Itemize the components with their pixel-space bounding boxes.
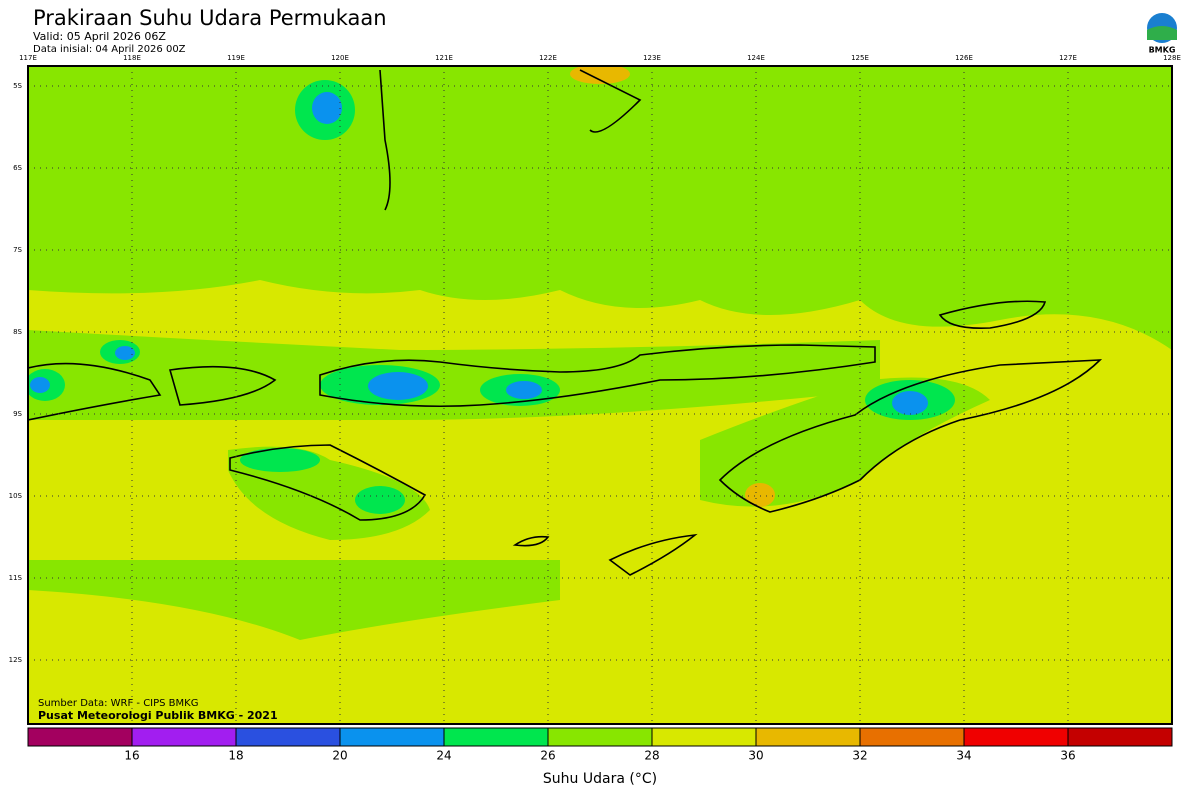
map-field xyxy=(28,66,1172,724)
colorbar-tick-label: 26 xyxy=(540,749,555,763)
colorbar-segment xyxy=(547,727,653,747)
lon-label: 117E xyxy=(19,54,37,62)
lon-label: 119E xyxy=(227,54,245,62)
colorbar-tick-label: 16 xyxy=(124,749,139,763)
graticule: 117E 118E 119E 120E 121E 122E 123E 124E 125E 126E… xyxy=(9,54,1181,724)
colorbar-segment xyxy=(755,727,861,747)
colorbar-segment xyxy=(963,727,1069,747)
logo: BMKG xyxy=(1147,13,1177,55)
colorbar-segment xyxy=(859,727,965,747)
colorbar-segment xyxy=(1067,727,1173,747)
colorbar-segment xyxy=(235,727,341,747)
lon-label: 120E xyxy=(331,54,349,62)
colorbar-tick-label: 24 xyxy=(436,749,451,763)
init-time: Data inisial: 04 April 2026 00Z xyxy=(33,44,186,55)
lon-label: 126E xyxy=(955,54,973,62)
credit: Pusat Meteorologi Publik BMKG - 2021 xyxy=(38,709,278,722)
lat-label: 6S xyxy=(13,164,22,172)
colorbar-segment xyxy=(131,727,237,747)
colorbar-segment xyxy=(339,727,445,747)
lat-label: 12S xyxy=(9,656,23,664)
lat-label: 10S xyxy=(9,492,23,500)
colorbar-label: Suhu Udara (°C) xyxy=(543,771,657,787)
lat-label: 11S xyxy=(9,574,23,582)
colorbar-tick-label: 28 xyxy=(644,749,659,763)
colorbar-segment xyxy=(443,727,549,747)
lon-label: 123E xyxy=(643,54,661,62)
logo-text: BMKG xyxy=(1149,46,1176,55)
source: Sumber Data: WRF - CIPS BMKG xyxy=(38,698,198,709)
colorbar: 16 18 20 24 26 28 30 32 34 36 xyxy=(27,727,1173,763)
colorbar-tick-label: 30 xyxy=(748,749,763,763)
lon-label: 128E xyxy=(1163,54,1181,62)
lat-label: 5S xyxy=(13,82,22,90)
lat-label: 7S xyxy=(13,246,22,254)
lon-label: 121E xyxy=(435,54,453,62)
colorbar-tick-label: 32 xyxy=(852,749,867,763)
lat-label: 8S xyxy=(13,328,22,336)
colorbar-segment xyxy=(651,727,757,747)
map-frame xyxy=(27,65,1173,725)
colorbar-tick-label: 34 xyxy=(956,749,971,763)
colorbar-tick-label: 18 xyxy=(228,749,243,763)
lon-label: 118E xyxy=(123,54,141,62)
lon-label: 122E xyxy=(539,54,557,62)
valid-time: Valid: 05 April 2026 06Z xyxy=(33,30,166,43)
lat-label: 9S xyxy=(13,410,22,418)
colorbar-segment xyxy=(27,727,133,747)
lon-label: 125E xyxy=(851,54,869,62)
lon-label: 124E xyxy=(747,54,765,62)
colorbar-tick-label: 20 xyxy=(332,749,347,763)
colorbar-tick-label: 36 xyxy=(1060,749,1075,763)
title: Prakiraan Suhu Udara Permukaan xyxy=(33,6,387,30)
lon-label: 127E xyxy=(1059,54,1077,62)
